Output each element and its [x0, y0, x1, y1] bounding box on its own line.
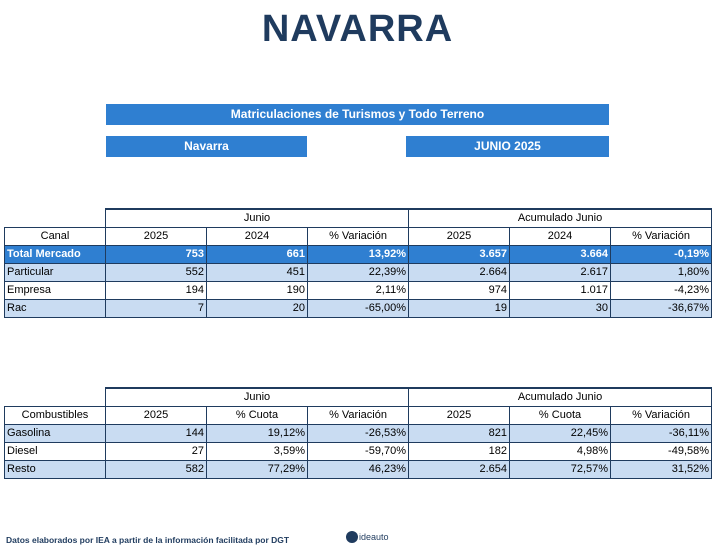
empty-cell	[4, 388, 106, 407]
row-label: Gasolina	[4, 424, 106, 443]
column-header-canal: Canal	[4, 227, 106, 246]
cell: -65,00%	[306, 299, 410, 318]
row-label: Particular	[4, 263, 106, 282]
cell: 4,98%	[509, 442, 612, 461]
cell: 7	[105, 299, 207, 318]
table-row: Empresa 194 190 2,11% 974 1.017 -4,23%	[4, 281, 713, 300]
cell: -49,58%	[610, 442, 713, 461]
period-banner: JUNIO 2025	[406, 136, 609, 157]
cell: 2.664	[408, 263, 511, 282]
column-header: % Variación	[306, 227, 410, 246]
cell: -36,11%	[610, 424, 713, 443]
group-header-acumulado: Acumulado Junio	[408, 387, 713, 407]
table-row: Rac 7 20 -65,00% 19 30 -36,67%	[4, 299, 713, 318]
cell: 3,59%	[206, 442, 308, 461]
row-label: Resto	[4, 460, 106, 479]
column-header-row: Combustibles 2025 % Cuota % Variación 20…	[4, 406, 713, 425]
column-header: 2025	[408, 227, 511, 246]
cell: -4,23%	[610, 281, 713, 300]
column-header: % Variación	[306, 406, 410, 425]
page-title: NAVARRA	[261, 8, 454, 50]
cell: 753	[105, 245, 207, 264]
combustibles-table: Junio Acumulado Junio Combustibles 2025 …	[4, 387, 713, 479]
row-label: Rac	[4, 299, 106, 318]
cell: 661	[206, 245, 308, 264]
cell: -59,70%	[306, 442, 410, 461]
column-header: % Variación	[610, 227, 713, 246]
cell: 3.664	[509, 245, 612, 264]
cell: 27	[105, 442, 207, 461]
cell: 451	[206, 263, 308, 282]
row-label: Empresa	[4, 281, 106, 300]
cell: -26,53%	[306, 424, 410, 443]
cell: 182	[408, 442, 511, 461]
cell: 3.657	[408, 245, 511, 264]
cell: 19	[408, 299, 511, 318]
column-header: 2025	[408, 406, 511, 425]
table-row: Resto 582 77,29% 46,23% 2.654 72,57% 31,…	[4, 460, 713, 479]
cell: 2.654	[408, 460, 511, 479]
table-row: Gasolina 144 19,12% -26,53% 821 22,45% -…	[4, 424, 713, 443]
cell: 72,57%	[509, 460, 612, 479]
row-label: Diesel	[4, 442, 106, 461]
cell: 194	[105, 281, 207, 300]
empty-cell	[4, 209, 106, 228]
cell: -0,19%	[610, 245, 713, 264]
group-header-row: Junio Acumulado Junio	[4, 387, 713, 407]
cell: 190	[206, 281, 308, 300]
column-header: 2024	[206, 227, 308, 246]
cell: 1,80%	[610, 263, 713, 282]
column-header: % Cuota	[206, 406, 308, 425]
source-note: Datos elaborados por IEA a partir de la …	[6, 535, 290, 545]
cell: 13,92%	[306, 245, 410, 264]
report-banner: Matriculaciones de Turismos y Todo Terre…	[106, 104, 609, 125]
column-header-row: Canal 2025 2024 % Variación 2025 2024 % …	[4, 227, 713, 246]
cell: 22,39%	[306, 263, 410, 282]
cell: 31,52%	[610, 460, 713, 479]
column-header: 2025	[105, 406, 207, 425]
logo-mark-icon	[346, 531, 358, 543]
cell: 22,45%	[509, 424, 612, 443]
column-header: % Variación	[610, 406, 713, 425]
column-header: 2024	[509, 227, 612, 246]
cell: 46,23%	[306, 460, 410, 479]
group-header-acumulado: Acumulado Junio	[408, 208, 713, 228]
logo-text: ideauto	[359, 532, 389, 542]
cell: 20	[206, 299, 308, 318]
region-banner: Navarra	[106, 136, 307, 157]
cell: 1.017	[509, 281, 612, 300]
table-row: Particular 552 451 22,39% 2.664 2.617 1,…	[4, 263, 713, 282]
column-header: % Cuota	[509, 406, 612, 425]
cell: 552	[105, 263, 207, 282]
cell: 974	[408, 281, 511, 300]
column-header: 2025	[105, 227, 207, 246]
table-row: Diesel 27 3,59% -59,70% 182 4,98% -49,58…	[4, 442, 713, 461]
column-header-combustibles: Combustibles	[4, 406, 106, 425]
canal-table: Junio Acumulado Junio Canal 2025 2024 % …	[4, 208, 713, 318]
row-label: Total Mercado	[4, 245, 106, 264]
group-header-row: Junio Acumulado Junio	[4, 208, 713, 228]
cell: 2,11%	[306, 281, 410, 300]
cell: 30	[509, 299, 612, 318]
group-header-junio: Junio	[104, 208, 410, 228]
cell: 821	[408, 424, 511, 443]
table-row: Total Mercado 753 661 13,92% 3.657 3.664…	[4, 245, 713, 264]
cell: 19,12%	[206, 424, 308, 443]
group-header-junio: Junio	[104, 387, 410, 407]
cell: 582	[105, 460, 207, 479]
cell: 2.617	[509, 263, 612, 282]
cell: -36,67%	[610, 299, 713, 318]
cell: 144	[105, 424, 207, 443]
cell: 77,29%	[206, 460, 308, 479]
ideauto-logo: ideauto	[346, 530, 389, 544]
